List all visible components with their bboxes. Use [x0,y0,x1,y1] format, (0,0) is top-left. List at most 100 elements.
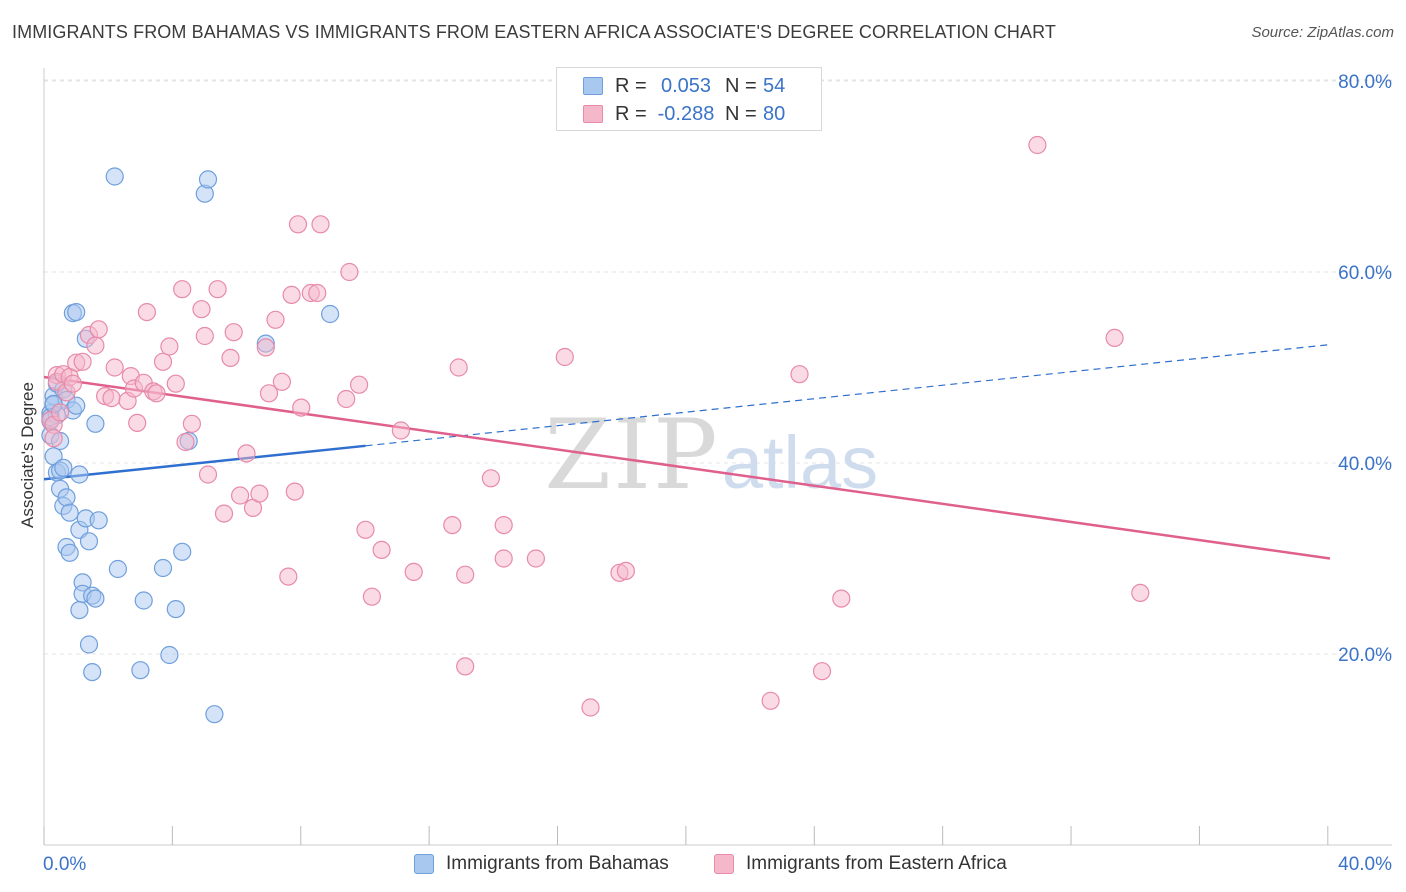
point-eastern-africa [449,358,468,377]
point-bahamas [79,532,99,551]
y-tick-label: 80.0% [1338,72,1392,93]
legend-n-value: 54 [763,74,786,97]
trend-line-bahamas [43,444,366,481]
bottom-legend-eastern-africa: Immigrants from Eastern Africa [714,851,1007,877]
point-bahamas [60,543,79,562]
point-eastern-africa [86,336,105,355]
point-bahamas [79,635,99,654]
point-eastern-africa [73,352,92,371]
point-bahamas [134,591,153,610]
point-bahamas [60,503,79,522]
point-eastern-africa [105,358,124,377]
y-tick-label: 20.0% [1338,645,1392,666]
point-eastern-africa [147,384,166,403]
grid [44,79,1392,655]
point-eastern-africa [1131,583,1150,603]
point-eastern-africa [250,484,269,503]
point-bahamas [86,414,105,433]
trend-line-bahamas-extension [365,343,1331,447]
point-bahamas [67,396,86,415]
point-eastern-africa [494,549,513,568]
legend-n-value: 80 [763,102,786,125]
trend-lines [43,343,1331,560]
point-eastern-africa [259,384,279,403]
point-bahamas [160,645,179,665]
point-bahamas [166,599,185,619]
point-eastern-africa [481,469,500,488]
point-eastern-africa [166,374,185,393]
point-eastern-africa [832,589,851,608]
point-eastern-africa [221,348,240,367]
point-eastern-africa [288,215,308,234]
chart-title: IMMIGRANTS FROM BAHAMAS VS IMMIGRANTS FR… [12,22,1056,42]
point-eastern-africa [404,562,423,582]
point-bahamas [198,170,218,189]
point-eastern-africa [208,280,227,299]
legend-swatch-eastern-africa [583,105,603,123]
point-bahamas [70,465,89,484]
legend-row-eastern-africa: R = -0.288 N = 80 [583,101,785,127]
source-label: Source: ZipAtlas.com [1251,24,1394,41]
point-eastern-africa [456,657,475,676]
point-eastern-africa [279,567,298,586]
point-eastern-africa [224,323,243,342]
point-eastern-africa [160,337,179,356]
point-bahamas [321,304,340,324]
point-eastern-africa [292,398,311,417]
legend-n-label: N = [725,102,757,125]
point-eastern-africa [350,375,369,394]
legend-swatch-bahamas [583,77,603,95]
point-eastern-africa [391,421,410,440]
point-eastern-africa [581,698,600,717]
point-eastern-africa [266,310,285,329]
point-eastern-africa [195,326,214,346]
point-bahamas [108,559,128,579]
axes [43,68,1392,846]
point-eastern-africa [182,414,201,433]
point-eastern-africa [790,365,809,384]
point-bahamas [205,705,224,724]
point-eastern-africa [356,520,375,539]
point-bahamas [89,511,108,530]
bottom-legend-swatch-eastern-africa [714,854,734,874]
point-eastern-africa [761,691,780,710]
point-eastern-africa [63,374,83,393]
data-points [41,135,1150,724]
point-bahamas [153,558,173,578]
point-eastern-africa [526,549,546,568]
point-eastern-africa [153,352,173,371]
y-axis-label: Associate's Degree [18,382,37,528]
trend-line-eastern-africa [43,375,1331,560]
point-bahamas [57,488,76,507]
watermark-zip: ZIP [544,399,719,511]
watermark: ZIP atlas [544,399,878,511]
point-eastern-africa [173,280,192,299]
point-eastern-africa [192,300,211,319]
point-eastern-africa [256,338,275,357]
point-bahamas [54,458,73,477]
point-bahamas [86,589,105,608]
point-bahamas [83,662,102,682]
point-eastern-africa [555,347,574,367]
y-tick-label: 60.0% [1338,263,1392,284]
point-eastern-africa [285,482,304,501]
legend-r-label: R = [615,74,647,97]
legend-n-label: N = [725,74,757,97]
point-eastern-africa [89,320,108,339]
point-eastern-africa [812,662,832,681]
point-bahamas [67,303,86,322]
point-bahamas [131,661,150,680]
bottom-legend-label-bahamas: Immigrants from Bahamas [446,853,669,874]
tick-labels: 20.0% 40.0% 60.0% 80.0% 0.0% 40.0% [43,72,1392,875]
point-eastern-africa [272,372,291,391]
x-tick-label: 0.0% [43,854,86,875]
point-eastern-africa [308,283,327,303]
point-eastern-africa [443,515,462,535]
point-eastern-africa [282,285,301,304]
point-eastern-africa [137,303,156,322]
point-eastern-africa [102,389,121,408]
y-tick-label: 40.0% [1338,454,1392,475]
correlation-legend: R = 0.053 N = 54 R = -0.288 N = 80 [556,67,822,131]
point-eastern-africa [44,429,63,448]
